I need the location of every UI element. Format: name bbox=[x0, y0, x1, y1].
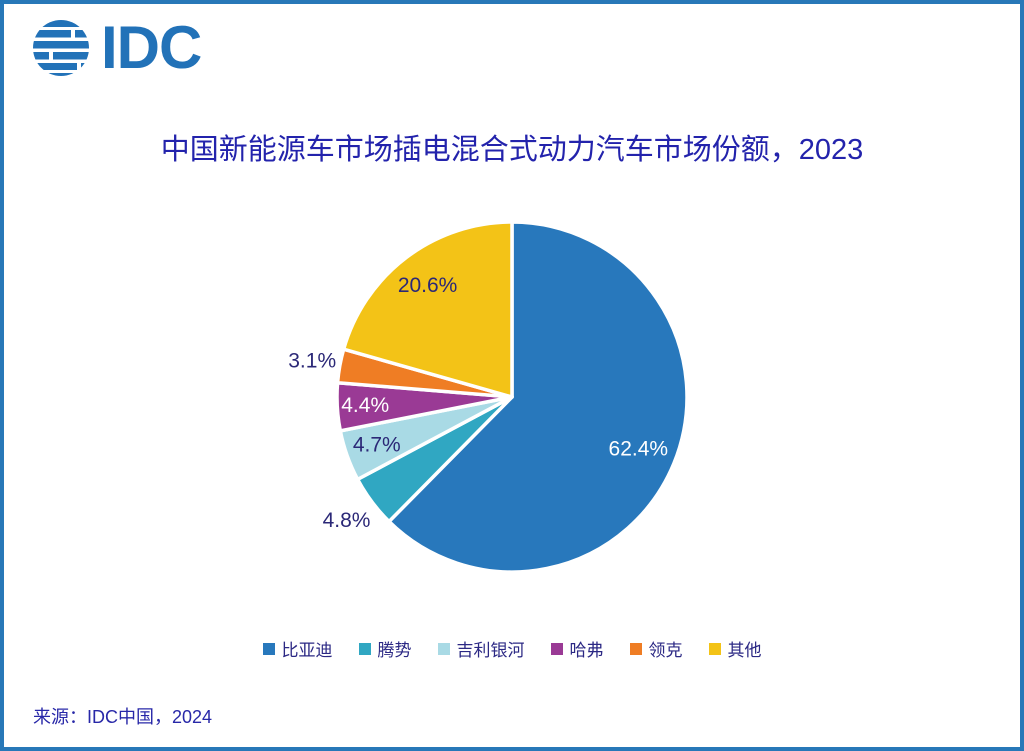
legend-label: 比亚迪 bbox=[281, 641, 333, 660]
legend-swatch-icon bbox=[437, 642, 450, 655]
pie-label-吉利银河: 4.7% bbox=[353, 434, 401, 457]
legend-swatch-icon bbox=[262, 642, 275, 655]
pie-label-腾势: 4.8% bbox=[323, 509, 371, 532]
legend-item-哈弗: 哈弗 bbox=[550, 636, 604, 661]
idc-logo-text: IDC bbox=[101, 14, 202, 81]
idc-logo: IDC bbox=[33, 14, 202, 81]
legend-label: 吉利银河 bbox=[456, 641, 525, 660]
legend-swatch-icon bbox=[629, 642, 642, 655]
pie-label-比亚迪: 62.4% bbox=[609, 437, 669, 460]
legend-item-其他: 其他 bbox=[708, 636, 762, 661]
legend-swatch-icon bbox=[358, 642, 371, 655]
legend-item-领克: 领克 bbox=[629, 636, 683, 661]
legend-swatch-icon bbox=[550, 642, 563, 655]
legend-item-比亚迪: 比亚迪 bbox=[262, 636, 333, 661]
pie-slice-其他 bbox=[341, 220, 514, 399]
legend-label: 其他 bbox=[727, 641, 762, 660]
pie-label-其他: 20.6% bbox=[398, 274, 458, 297]
idc-globe-icon bbox=[33, 20, 89, 76]
legend-item-吉利银河: 吉利银河 bbox=[437, 636, 525, 661]
legend-swatch-icon bbox=[708, 642, 721, 655]
legend-label: 领克 bbox=[648, 641, 683, 660]
legend-item-腾势: 腾势 bbox=[358, 636, 412, 661]
pie-label-领克: 3.1% bbox=[288, 349, 336, 372]
pie-label-哈弗: 4.4% bbox=[341, 394, 389, 417]
source-note: 来源：IDC中国，2024 bbox=[33, 707, 213, 727]
legend: 比亚迪 腾势 吉利银河 哈弗 领克 其他 bbox=[0, 636, 1024, 661]
pie-slice-比亚迪 bbox=[387, 220, 689, 574]
legend-label: 哈弗 bbox=[569, 641, 604, 660]
legend-label: 腾势 bbox=[377, 641, 412, 660]
chart-title: 中国新能源车市场插电混合式动力汽车市场份额，2023 bbox=[160, 134, 864, 166]
